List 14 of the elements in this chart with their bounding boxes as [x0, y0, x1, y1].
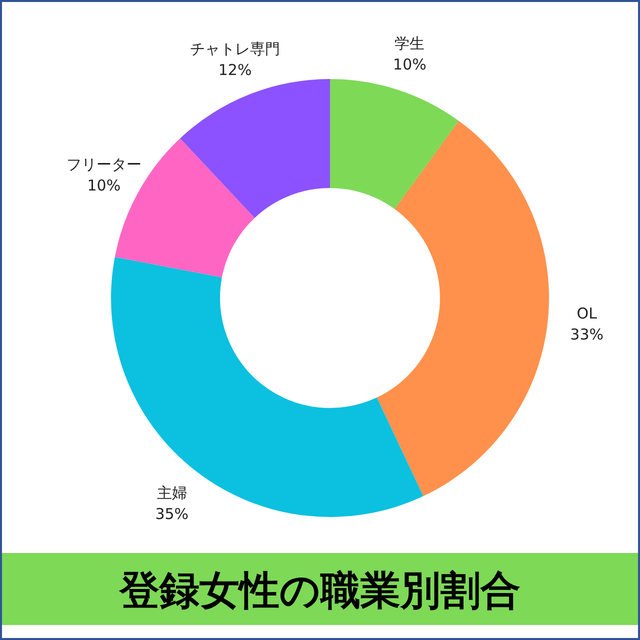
data-label: 33%	[570, 325, 604, 344]
data-label: 10%	[87, 176, 121, 195]
slice-label: 学生	[394, 34, 425, 53]
text: 登録女性の職業別割合	[118, 568, 520, 614]
slice-label: フリーター	[66, 156, 142, 174]
donut-slice	[180, 79, 330, 218]
donut-slice	[376, 120, 549, 496]
data-label: 10%	[393, 56, 426, 74]
slice-label: 主婦	[156, 484, 187, 502]
slice-label: チャトレ専門	[190, 40, 280, 58]
data-label: 35%	[155, 504, 189, 523]
slice-label: OL	[576, 304, 598, 322]
data-label: 12%	[218, 61, 252, 80]
donut-slice	[330, 79, 459, 210]
